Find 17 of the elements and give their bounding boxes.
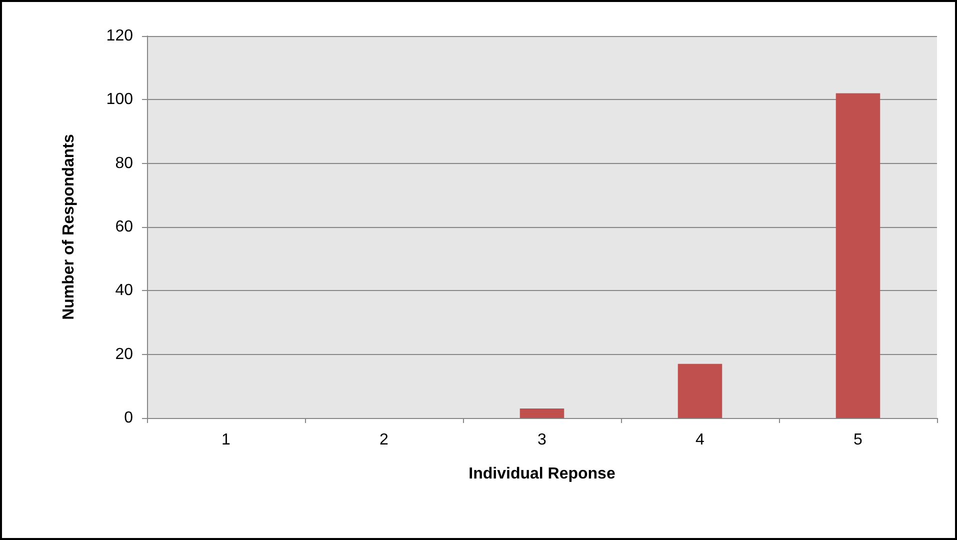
bar bbox=[520, 408, 564, 418]
x-tick-label: 1 bbox=[222, 432, 231, 448]
y-axis-title: Number of Respondants bbox=[60, 134, 78, 320]
y-tick-label: 20 bbox=[115, 346, 134, 363]
x-tick-label: 4 bbox=[696, 432, 705, 448]
x-tick-label: 2 bbox=[380, 432, 389, 448]
x-tick-label: 5 bbox=[854, 432, 863, 448]
y-tick-label: 60 bbox=[115, 218, 134, 236]
bar bbox=[836, 93, 880, 418]
y-tick-label: 40 bbox=[115, 282, 134, 300]
bar bbox=[678, 364, 722, 418]
x-axis-title: Individual Reponse bbox=[468, 466, 616, 482]
y-tick-label: 80 bbox=[115, 154, 134, 172]
x-tick-label: 3 bbox=[538, 432, 547, 448]
y-tick-label: 0 bbox=[124, 410, 134, 426]
y-tick-label: 120 bbox=[106, 28, 134, 44]
y-tick-label: 100 bbox=[106, 91, 134, 108]
